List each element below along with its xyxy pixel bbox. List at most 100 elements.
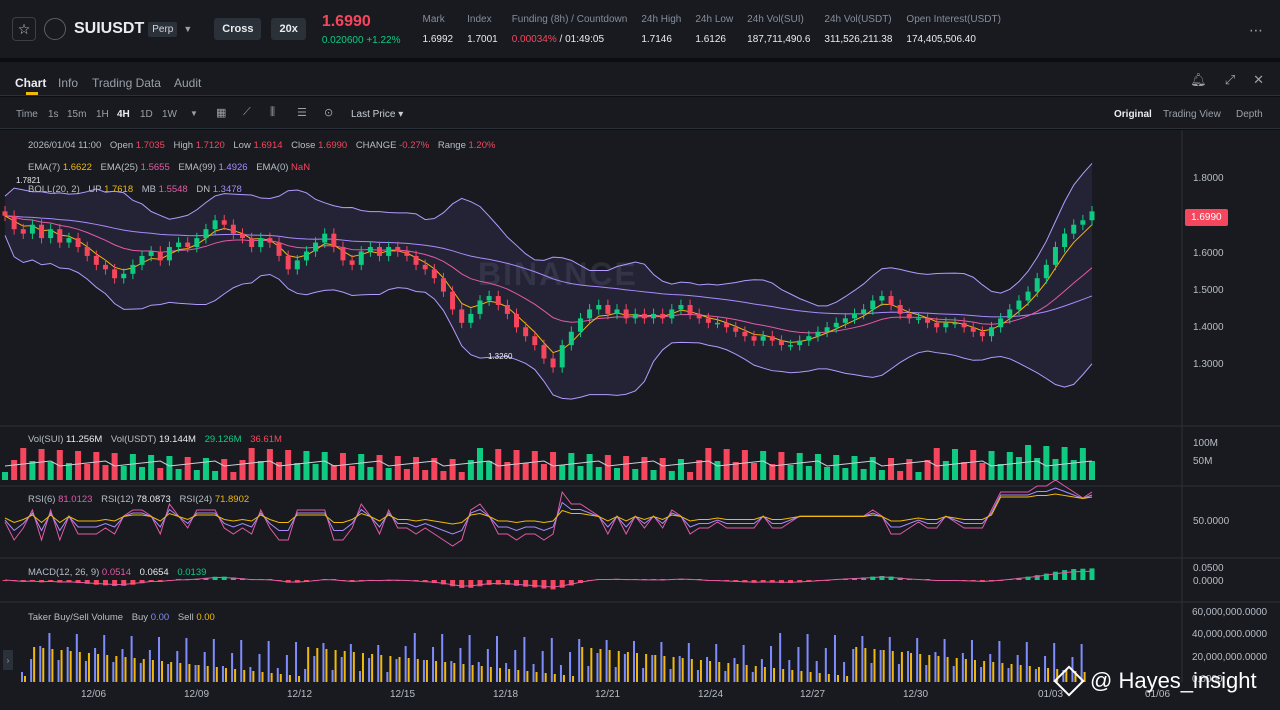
timeframe-4h[interactable]: 4H bbox=[117, 109, 130, 120]
taker-sell-bar bbox=[1001, 663, 1004, 682]
volume-bar bbox=[193, 470, 200, 480]
taker-buy-bar bbox=[678, 656, 681, 682]
boll-lower-line bbox=[4, 235, 1093, 400]
timeframe-15m[interactable]: 15m bbox=[67, 109, 87, 120]
settings-gear-icon[interactable]: ⊙ bbox=[324, 107, 334, 119]
timeframe-dropdown-icon[interactable]: ▼ bbox=[190, 109, 198, 118]
candle-body bbox=[861, 309, 867, 314]
volume-bar bbox=[166, 456, 173, 480]
macd-histogram-bar bbox=[879, 575, 885, 580]
tab-trading-data[interactable]: Trading Data bbox=[92, 76, 161, 90]
tab-info[interactable]: Info bbox=[58, 76, 79, 90]
candle-body bbox=[349, 260, 355, 265]
view-original[interactable]: Original bbox=[1114, 109, 1152, 120]
taker-buy-bar bbox=[788, 660, 791, 682]
rsi6-line bbox=[4, 479, 1093, 547]
volume-bar bbox=[1089, 461, 1095, 480]
close-panel-icon[interactable]: ✕ bbox=[1253, 72, 1264, 87]
candle-body bbox=[998, 318, 1004, 328]
volume-bar bbox=[805, 466, 812, 480]
volume-bar bbox=[970, 450, 977, 480]
symbol-name[interactable]: SUIUSDT bbox=[74, 20, 145, 37]
margin-mode-button[interactable]: Cross bbox=[214, 18, 262, 40]
calendar-icon[interactable]: ▦ bbox=[216, 107, 227, 119]
taker-axis-tick: 20,000,000.0000 bbox=[1192, 652, 1268, 663]
collapse-side-arrow-icon[interactable]: › bbox=[3, 650, 13, 670]
view-depth[interactable]: Depth bbox=[1236, 109, 1263, 120]
candle-body bbox=[29, 224, 35, 234]
legend-range-label: Range bbox=[437, 140, 466, 151]
time-label[interactable]: Time bbox=[16, 109, 38, 120]
candle-body bbox=[477, 300, 483, 314]
taker-sell-bar bbox=[42, 648, 45, 682]
symbol-dropdown-caret-icon[interactable]: ▼ bbox=[183, 24, 193, 34]
price-type-select[interactable]: Last Price ▾ bbox=[351, 109, 404, 120]
volume-bar bbox=[522, 463, 529, 480]
taker-buy-bar bbox=[285, 655, 288, 682]
macd-histogram-bar bbox=[121, 580, 127, 586]
taker-sell-bar bbox=[215, 667, 218, 682]
legend-change-label: CHANGE bbox=[355, 140, 397, 151]
candle-body bbox=[888, 296, 894, 305]
taker-sell-label: Sell bbox=[177, 612, 194, 623]
taker-buy-bar bbox=[843, 662, 846, 682]
taker-buy-bar bbox=[578, 639, 581, 682]
favorite-star-icon[interactable]: ☆ bbox=[12, 17, 36, 41]
taker-buy-bar bbox=[249, 667, 252, 682]
stat-label[interactable]: Index bbox=[467, 13, 492, 25]
legend-open-label: Open bbox=[109, 140, 134, 151]
volume-bar bbox=[833, 455, 840, 480]
taker-sell-bar bbox=[663, 656, 666, 682]
more-options-icon[interactable]: ⋯ bbox=[1249, 22, 1264, 38]
candle-body bbox=[943, 322, 949, 328]
timeframe-1s[interactable]: 1s bbox=[48, 109, 59, 120]
indicator-icon[interactable]: ⟋ bbox=[243, 106, 251, 118]
taker-buy-bar bbox=[897, 664, 900, 682]
taker-sell-bar bbox=[782, 669, 785, 682]
candle-body bbox=[422, 264, 428, 270]
timeframe-1d[interactable]: 1D bbox=[140, 109, 153, 120]
candle-body bbox=[623, 309, 629, 319]
taker-buy-bar bbox=[432, 647, 435, 682]
taker-sell-bar bbox=[380, 655, 383, 682]
taker-sell-bar bbox=[508, 669, 511, 682]
taker-sell-bar bbox=[937, 656, 940, 682]
candle-body bbox=[121, 273, 127, 279]
view-trading-view[interactable]: Trading View bbox=[1163, 109, 1221, 120]
taker-buy-bar bbox=[158, 637, 161, 682]
taker-sell-bar bbox=[1028, 666, 1031, 682]
tab-chart[interactable]: Chart bbox=[15, 76, 47, 90]
taker-buy-bar bbox=[103, 635, 106, 682]
macd-histogram-bar bbox=[1052, 571, 1058, 580]
candle-body bbox=[852, 313, 858, 319]
macd-histogram-bar bbox=[897, 577, 903, 580]
chart-area[interactable]: BINANCE 2026/01/04 11:00 Open 1.7035 Hig… bbox=[0, 130, 1280, 710]
alert-bell-icon[interactable]: 🔔︎ bbox=[1190, 72, 1207, 87]
candle-type-icon[interactable]: ⫼ bbox=[270, 106, 276, 118]
stat-label[interactable]: Open Interest(USDT) bbox=[906, 13, 1001, 25]
volume-bar bbox=[175, 469, 182, 480]
volume-bar bbox=[559, 465, 566, 480]
vol-usdt-value: 19.144M bbox=[158, 434, 196, 445]
volume-bar bbox=[632, 469, 639, 480]
leverage-button[interactable]: 20x bbox=[271, 18, 306, 40]
volume-bar bbox=[979, 463, 986, 480]
taker-sell-bar bbox=[462, 664, 465, 682]
taker-buy-bar bbox=[48, 633, 51, 682]
candle-body bbox=[824, 327, 830, 332]
volume-bar bbox=[668, 471, 675, 480]
chart-canvas[interactable] bbox=[0, 130, 1280, 710]
taker-buy-bar bbox=[495, 636, 498, 682]
taker-buy-bar bbox=[1034, 669, 1037, 682]
volume-bar bbox=[961, 462, 968, 480]
expand-icon[interactable]: ⤢ bbox=[1224, 72, 1236, 87]
volume-bar bbox=[897, 471, 904, 480]
tab-audit[interactable]: Audit bbox=[174, 76, 202, 90]
timeframe-1w[interactable]: 1W bbox=[162, 109, 177, 120]
timeframe-1h[interactable]: 1H bbox=[96, 109, 109, 120]
candle-body bbox=[413, 255, 419, 265]
candle-body bbox=[870, 300, 876, 310]
settings-list-icon[interactable]: ☰ bbox=[297, 107, 307, 119]
candle-body bbox=[322, 233, 328, 243]
taker-sell-bar bbox=[590, 648, 593, 682]
